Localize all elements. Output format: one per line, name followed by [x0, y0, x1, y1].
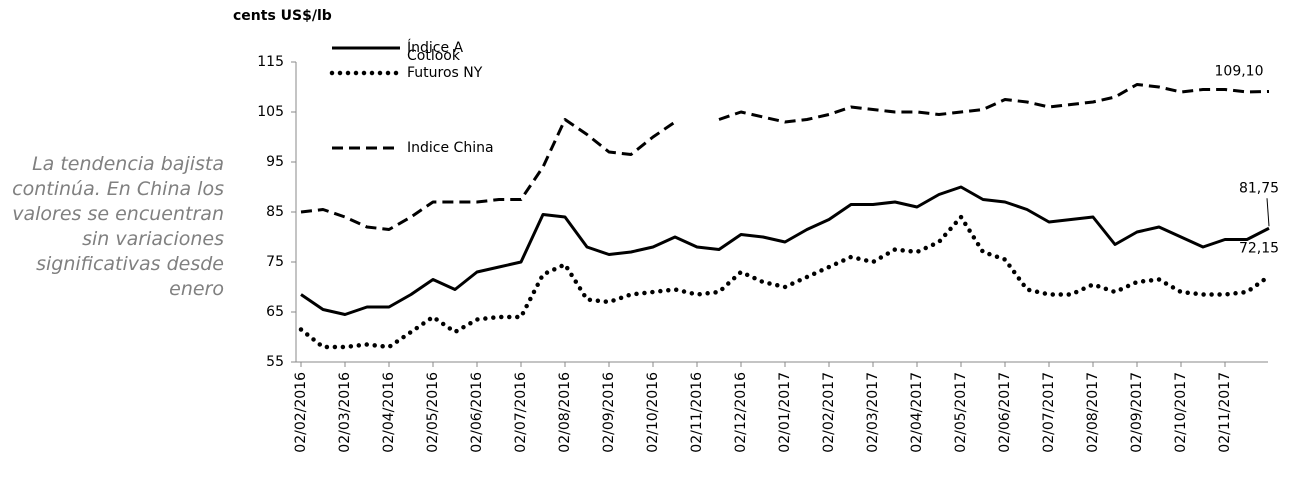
y-tick-label: 105: [257, 104, 284, 120]
legend-label: Cotlook Futuros NY: [407, 48, 483, 81]
x-tick-label: 02/07/2016: [513, 372, 529, 453]
x-tick-label: 02/02/2017: [821, 372, 837, 453]
x-tick-label: 02/03/2016: [337, 372, 353, 453]
x-tick-label: 02/08/2017: [1085, 372, 1101, 453]
x-tick-label: 02/05/2016: [425, 372, 441, 453]
y-tick-label: 65: [266, 304, 284, 320]
x-tick-label: 02/02/2016: [293, 372, 309, 453]
data-label: 72,15: [1239, 240, 1279, 256]
x-tick-label: 02/11/2016: [689, 372, 705, 453]
label-leader: [1266, 198, 1270, 227]
x-tick-label: 02/11/2017: [1217, 372, 1233, 453]
x-tick-label: 02/06/2016: [469, 372, 485, 453]
x-tick-label: 02/04/2017: [909, 372, 925, 453]
x-tick-label: 02/05/2017: [953, 372, 969, 453]
legend-label: Indice China: [407, 140, 494, 156]
x-tick-label: 02/09/2017: [1129, 372, 1145, 453]
x-tick-label: 02/10/2017: [1173, 372, 1189, 453]
x-tick-label: 02/08/2016: [557, 372, 573, 453]
x-tick-label: 02/09/2016: [601, 372, 617, 453]
legend-label: Índice A: [407, 40, 464, 56]
y-tick-label: 115: [257, 54, 284, 70]
x-tick-label: 02/06/2017: [997, 372, 1013, 453]
y-tick-label: 55: [266, 354, 284, 370]
y-tick-label: 75: [266, 254, 284, 270]
series-line: [300, 118, 676, 231]
x-tick-label: 02/04/2016: [381, 372, 397, 453]
y-axis-label: cents US$/lb: [233, 8, 332, 24]
x-tick-label: 02/01/2017: [777, 372, 793, 453]
annotation: La tendencia bajista continúa. En China …: [12, 153, 224, 300]
data-label: 109,10: [1215, 64, 1264, 80]
x-tick-label: 02/12/2016: [733, 372, 749, 453]
series-line: [718, 83, 1270, 124]
y-tick-label: 85: [266, 204, 284, 220]
series-line: [300, 185, 1270, 316]
series-line: [298, 214, 1272, 350]
x-tick-label: 02/03/2017: [865, 372, 881, 453]
x-tick-label: 02/10/2016: [645, 372, 661, 453]
y-tick-label: 95: [266, 154, 284, 170]
data-label: 81,75: [1239, 180, 1279, 196]
x-tick-label: 02/07/2017: [1041, 372, 1057, 453]
